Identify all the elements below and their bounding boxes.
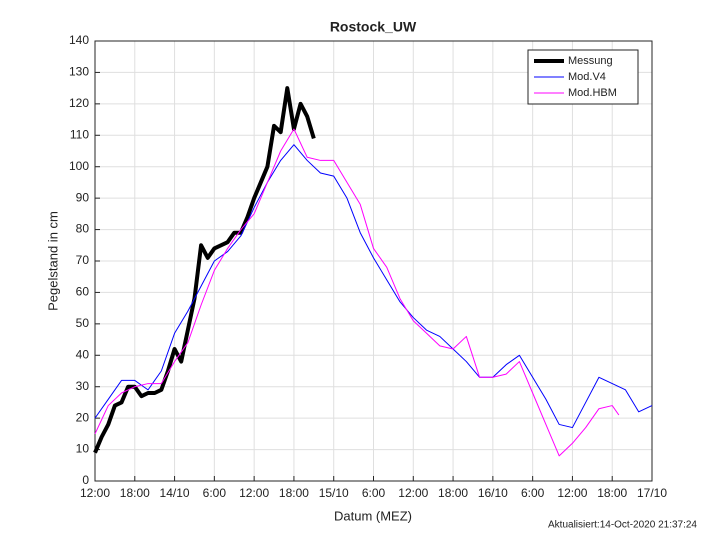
legend-label: Messung xyxy=(568,55,613,67)
x-tick-label: 16/10 xyxy=(478,486,508,500)
y-tick-label: 120 xyxy=(69,96,89,110)
x-tick-label: 6:00 xyxy=(521,486,545,500)
y-tick-label: 110 xyxy=(70,127,89,141)
y-axis-label: Pegelstand in cm xyxy=(45,211,60,311)
x-tick-label: 12:00 xyxy=(80,486,110,500)
y-tick-label: 140 xyxy=(69,33,89,47)
x-tick-label: 12:00 xyxy=(557,486,587,500)
legend-label: Mod.HBM xyxy=(568,87,617,99)
data-line xyxy=(94,144,653,429)
footnote: Aktualisiert:14-Oct-2020 21:37:24 xyxy=(548,520,697,531)
y-tick-label: 60 xyxy=(76,285,90,299)
x-tick-label: 15/10 xyxy=(319,486,349,500)
x-tick-label: 12:00 xyxy=(398,486,428,500)
y-tick-label: 130 xyxy=(69,65,89,79)
x-tick-label: 14/10 xyxy=(160,486,190,500)
y-tick-label: 90 xyxy=(76,190,90,204)
y-tick-label: 30 xyxy=(76,379,90,393)
plot-frame xyxy=(94,40,653,482)
x-tick-label: 6:00 xyxy=(203,486,227,500)
x-tick-label: 18:00 xyxy=(597,486,627,500)
x-tick-label: 12:00 xyxy=(239,486,269,500)
y-tick-label: 70 xyxy=(76,253,90,267)
data-line xyxy=(93,86,316,454)
x-tick-label: 18:00 xyxy=(279,486,309,500)
data-line xyxy=(94,128,620,457)
y-tick-label: 40 xyxy=(76,347,90,361)
y-tick-label: 50 xyxy=(76,316,90,330)
y-tick-label: 100 xyxy=(69,159,89,173)
chart-title: Rostock_UW xyxy=(330,19,417,35)
x-tick-label: 6:00 xyxy=(362,486,386,500)
legend-label: Mod.V4 xyxy=(568,71,606,83)
y-tick-label: 80 xyxy=(76,222,90,236)
x-tick-label: 18:00 xyxy=(438,486,468,500)
y-tick-label: 0 xyxy=(82,473,89,487)
x-tick-label: 18:00 xyxy=(120,486,150,500)
x-tick-label: 17/10 xyxy=(637,486,667,500)
y-tick-label: 10 xyxy=(76,442,90,456)
x-axis-label: Datum (MEZ) xyxy=(334,508,412,523)
y-tick-label: 20 xyxy=(76,410,90,424)
